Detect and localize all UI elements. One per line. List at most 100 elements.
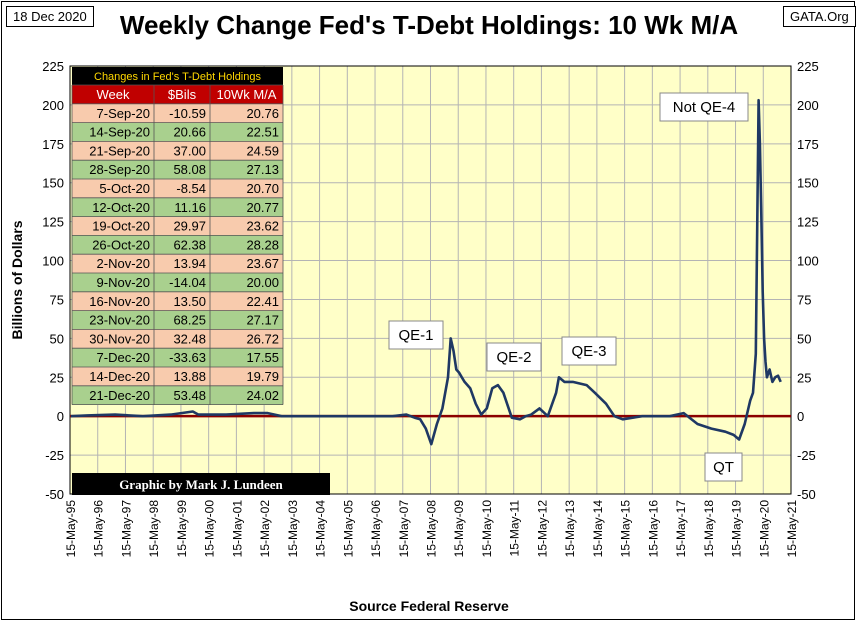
annotation-box — [704, 452, 743, 482]
table-row-bg — [72, 329, 283, 349]
annotation-label: QE-2 — [496, 349, 531, 366]
table-cell: 21-Dec-20 — [89, 388, 150, 403]
y-tick-label-right: 75 — [797, 292, 811, 307]
table-cell: 27.17 — [246, 313, 279, 328]
table-cell: 20.00 — [246, 275, 279, 290]
table-cell: 20.76 — [246, 106, 279, 121]
table-cell: 20.77 — [246, 200, 279, 215]
series-line — [70, 98, 782, 446]
table-column-header: 10Wk M/A — [217, 87, 277, 102]
x-tick-label: 15-May-01 — [230, 500, 244, 558]
table-row-bg — [72, 385, 283, 405]
table-cell: 13.94 — [173, 256, 206, 271]
table-cell: -8.54 — [176, 181, 206, 196]
chart-title: Weekly Change Fed's T-Debt Holdings: 10 … — [119, 10, 739, 40]
table-cell: 12-Oct-20 — [92, 200, 150, 215]
table-cell: 24.59 — [246, 143, 279, 158]
table-cell: 13.88 — [173, 369, 206, 384]
table-cell: 28.28 — [246, 237, 279, 252]
table-row-bg — [72, 348, 283, 367]
y-tick-label-left: 225 — [42, 59, 64, 74]
y-tick-label-right: 200 — [797, 98, 819, 113]
y-tick-label-left: 50 — [50, 331, 64, 346]
table-cell: 16-Nov-20 — [89, 294, 150, 309]
y-tick-label-right: 100 — [797, 254, 819, 269]
table-cell: 23.67 — [246, 256, 279, 271]
x-tick-label: 15-May-12 — [535, 500, 549, 558]
x-tick-label: 15-May-03 — [286, 500, 300, 558]
data-table: Changes in Fed's T-Debt Holdings Week $Bil… — [71, 67, 284, 406]
table-cell: 20.70 — [246, 181, 279, 196]
plot-border — [69, 65, 792, 495]
table-cell: 14-Sep-20 — [89, 125, 150, 140]
x-tick-label: 15-May-15 — [619, 500, 633, 558]
table-header-bg — [72, 85, 283, 104]
credit-bg — [72, 473, 330, 495]
x-tick-label: 15-May-00 — [203, 500, 217, 558]
x-tick-label: 15-May-19 — [730, 500, 744, 558]
y-tick-label-left: 200 — [42, 98, 64, 113]
x-tick-label: 15-May-13 — [563, 500, 577, 558]
source-footer: Source Federal Reserve — [349, 598, 509, 614]
table-cell: 11.16 — [174, 200, 206, 215]
table-cell: 32.48 — [173, 331, 206, 346]
table-cell: 22.41 — [246, 294, 279, 309]
y-tick-label-left: 100 — [42, 254, 64, 269]
table-cell: 7-Dec-20 — [97, 350, 150, 365]
annotation: QE-1 — [388, 320, 444, 350]
annotation-box — [659, 92, 749, 122]
source-site-label: GATA.Org — [783, 6, 856, 27]
table-cell: -33.63 — [169, 350, 206, 365]
x-tick-label: 15-May-16 — [646, 500, 660, 558]
table-cell: 7-Sep-20 — [97, 106, 150, 121]
annotation-label: QE-3 — [571, 343, 606, 360]
table-cell: 62.38 — [173, 237, 206, 252]
y-tick-label-left: 150 — [42, 176, 64, 191]
table-cell: 13.50 — [173, 294, 206, 309]
y-tick-label-right: 0 — [797, 409, 804, 424]
table-row-bg — [72, 216, 283, 236]
y-tick-label-left: -50 — [45, 487, 64, 502]
table-row-bg — [72, 291, 283, 311]
y-tick-label-left: 25 — [50, 370, 64, 385]
table-column-header: Week — [97, 87, 130, 102]
x-tick-label: 15-May-18 — [702, 500, 716, 558]
annotation: QT — [704, 452, 743, 482]
annotation: Not QE-4 — [659, 92, 749, 122]
x-tick-label: 15-May-98 — [147, 500, 161, 558]
x-tick-label: 15-May-99 — [175, 500, 189, 558]
table-title-bg — [72, 67, 283, 85]
annotation: QE-2 — [486, 342, 542, 372]
table-row-bg — [72, 122, 283, 142]
x-tick-label: 15-May-04 — [314, 500, 328, 558]
table-cell: 37.00 — [173, 143, 206, 158]
table-cell: 29.97 — [173, 219, 206, 234]
y-tick-label-right: 175 — [797, 137, 819, 152]
annotation-box — [561, 336, 617, 366]
y-tick-label-right: 25 — [797, 370, 811, 385]
table-cell: -10.59 — [169, 106, 206, 121]
table-cell: 30-Nov-20 — [89, 331, 150, 346]
annotation-box — [486, 342, 542, 372]
y-axis-label: Billions of Dollars — [9, 220, 25, 339]
table-row-bg — [72, 254, 283, 273]
table-cell: 17.55 — [246, 350, 279, 365]
table-cell: 28-Sep-20 — [89, 162, 150, 177]
x-tick-label: 15-May-09 — [452, 500, 466, 558]
table-cell: 19-Oct-20 — [92, 219, 150, 234]
table-cell: 23.62 — [246, 219, 279, 234]
table-row-bg — [72, 179, 283, 198]
annotation-label: QT — [713, 459, 734, 476]
table-cell: 26-Oct-20 — [92, 237, 150, 252]
x-tick-label: 15-May-20 — [757, 500, 771, 558]
y-tick-label-right: 150 — [797, 176, 819, 191]
table-cell: 26.72 — [246, 331, 279, 346]
table-cell: 20.66 — [173, 125, 206, 140]
table-row-bg — [72, 273, 283, 292]
x-tick-label: 15-May-11 — [508, 500, 522, 557]
annotation-label: QE-1 — [398, 327, 433, 344]
x-tick-label: 15-May-02 — [258, 500, 272, 558]
credit-label: Graphic by Mark J. Lundeen — [119, 477, 283, 492]
y-tick-label-right: 225 — [797, 59, 819, 74]
